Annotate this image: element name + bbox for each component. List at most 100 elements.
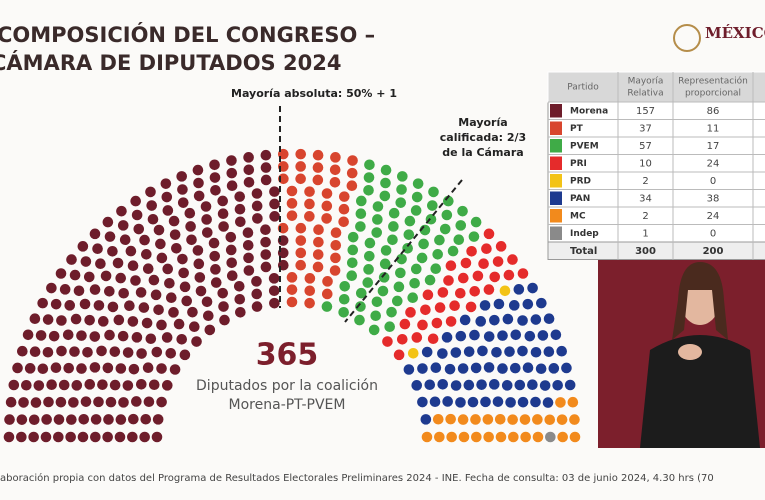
seat: [387, 234, 398, 246]
seat: [295, 173, 306, 185]
seat: [295, 148, 307, 160]
seat: [346, 180, 358, 192]
seat: [80, 396, 92, 407]
seat: [483, 228, 495, 240]
seat: [131, 209, 143, 221]
seat: [69, 346, 80, 357]
seat: [362, 277, 374, 288]
seat: [445, 316, 457, 327]
seat: [22, 329, 34, 341]
seat: [194, 272, 206, 283]
seat: [321, 188, 333, 199]
seat: [82, 346, 93, 358]
party-name: PVEM: [570, 141, 599, 151]
seat: [286, 185, 298, 197]
party-swatch: [550, 121, 562, 135]
seat: [251, 276, 262, 287]
seat: [16, 414, 28, 425]
seat: [226, 167, 238, 179]
title-line: COMPOSICIÓN DEL CONGRESO –: [0, 22, 375, 47]
seat: [90, 431, 101, 443]
seat: [165, 292, 177, 303]
seat: [502, 313, 514, 325]
seat: [286, 198, 298, 209]
seat: [467, 396, 479, 408]
seat: [312, 249, 324, 260]
seat: [76, 363, 87, 374]
seat: [371, 296, 383, 308]
seat: [561, 362, 572, 374]
seat: [434, 234, 445, 246]
seat: [304, 297, 315, 309]
seat: [388, 221, 399, 232]
seat: [286, 284, 298, 295]
seat: [368, 324, 380, 336]
seat: [347, 155, 358, 166]
seat: [395, 197, 407, 208]
seat: [109, 346, 121, 357]
seat: [188, 321, 200, 333]
seat: [102, 362, 114, 374]
seat: [83, 271, 95, 283]
seat: [476, 379, 487, 390]
seat: [62, 329, 74, 341]
seat: [217, 195, 228, 207]
seat: [269, 211, 280, 222]
seat: [131, 332, 143, 343]
seat: [437, 287, 449, 298]
seat: [125, 245, 137, 257]
seat: [470, 414, 481, 425]
seat: [422, 289, 434, 301]
seat: [312, 149, 324, 161]
seat: [304, 273, 316, 284]
seat: [329, 176, 341, 188]
seat: [463, 379, 475, 391]
seat: [355, 287, 367, 299]
seat: [420, 414, 432, 425]
seat: [416, 252, 428, 264]
seat: [24, 363, 36, 374]
seat: [510, 329, 522, 341]
seat: [372, 214, 383, 225]
seat: [16, 431, 27, 443]
table-cell: 34: [639, 193, 652, 204]
seat: [380, 164, 392, 176]
seat: [148, 274, 160, 286]
seat: [453, 234, 465, 246]
table-cell: 24: [707, 211, 720, 222]
seat: [135, 378, 147, 390]
seat: [122, 347, 134, 358]
table-cell: 2: [642, 176, 648, 187]
table-cell: 57: [639, 141, 652, 152]
seat: [28, 431, 39, 443]
seat: [200, 201, 212, 212]
seat: [430, 362, 442, 374]
seat: [492, 396, 504, 407]
seat: [338, 293, 350, 305]
seat: [48, 330, 60, 342]
table-header: Mayoría: [628, 77, 664, 87]
seat: [233, 280, 245, 292]
seat: [363, 172, 375, 183]
seat: [235, 306, 246, 318]
seat: [66, 254, 77, 265]
seat: [218, 301, 229, 312]
seat: [142, 362, 154, 374]
seat: [399, 318, 411, 330]
seat: [79, 298, 91, 310]
seat: [552, 379, 563, 391]
seat: [235, 216, 246, 228]
party-name: MC: [570, 211, 586, 221]
seat: [295, 259, 307, 271]
seat: [417, 396, 428, 408]
seat: [77, 241, 89, 252]
seat: [64, 300, 76, 311]
seat: [403, 229, 415, 240]
seat: [472, 270, 484, 282]
party-name: PAN: [570, 194, 590, 204]
seat: [434, 431, 445, 443]
seat: [363, 184, 374, 196]
seat: [483, 284, 495, 295]
seat: [569, 414, 580, 425]
